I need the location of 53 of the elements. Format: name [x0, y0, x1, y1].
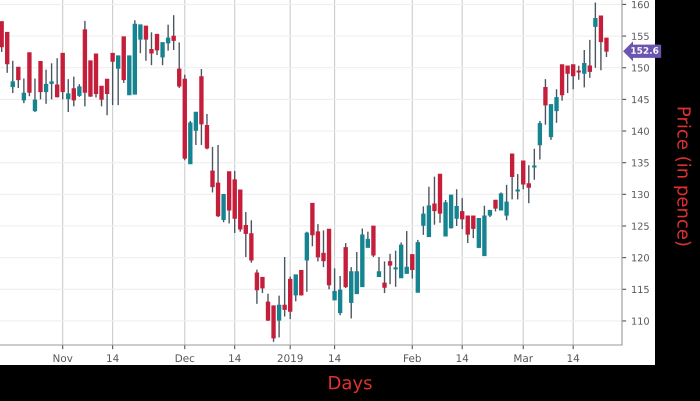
candlestick: [543, 78, 548, 126]
y-tick-label: 110: [632, 317, 649, 325]
candlestick: [376, 256, 382, 278]
x-axis-title: Days: [329, 376, 372, 393]
candlestick: [116, 55, 120, 106]
candlestick: [204, 113, 210, 150]
candlestick: [532, 148, 537, 180]
candlestick: [77, 84, 82, 98]
x-tick-label: 14: [568, 354, 580, 362]
candlestick: [582, 49, 586, 88]
y-axis-title: Price (in pence): [674, 108, 692, 246]
candlestick: [538, 120, 542, 160]
candlestick: [493, 199, 498, 212]
candlestick: [294, 274, 298, 302]
y-tick-label: 135: [632, 159, 649, 167]
x-tick-label: 14: [107, 354, 119, 362]
candlestick: [410, 254, 414, 280]
y-tick-label: 155: [632, 32, 649, 40]
candlestick: [110, 52, 115, 106]
x-tick-label: 14: [329, 354, 341, 362]
candlestick: [593, 2, 598, 68]
candlestick: [516, 173, 520, 200]
candlestick: [32, 78, 38, 113]
candlestick: [171, 14, 176, 51]
candlestick: [144, 25, 148, 62]
candlestick: [44, 68, 48, 105]
y-tick-label: 145: [632, 96, 649, 104]
candlestick: [10, 60, 15, 94]
y-tick-label: 115: [632, 286, 649, 294]
y-tick-label: 150: [632, 64, 649, 72]
x-tick-label: Mar: [514, 354, 534, 362]
candlestick: [588, 39, 592, 79]
candlestick: [16, 66, 20, 89]
x-tick-label: Nov: [54, 354, 73, 362]
candlestick: [388, 253, 392, 285]
candlestick: [66, 78, 70, 113]
x-tick-label: 14: [229, 354, 241, 362]
text: 152.6: [631, 47, 658, 54]
y-tick-label: 120: [632, 254, 649, 262]
candlestick: [22, 78, 26, 104]
x-tick-label: 2019: [278, 354, 303, 362]
candlestick: [382, 260, 387, 294]
x-tick-label: Feb: [404, 354, 421, 362]
candlestick: [72, 76, 76, 108]
candlestick: [276, 294, 282, 338]
x-tick-label: Dec: [176, 354, 194, 362]
y-tick-label: 160: [632, 0, 649, 8]
y-tick-label: 140: [632, 128, 649, 135]
candlestick: [49, 62, 54, 100]
y-tick-label: 130: [632, 190, 649, 198]
x-tick-label: 14: [456, 354, 468, 362]
y-tick-label: 125: [632, 222, 649, 230]
candlestick: [510, 153, 514, 200]
